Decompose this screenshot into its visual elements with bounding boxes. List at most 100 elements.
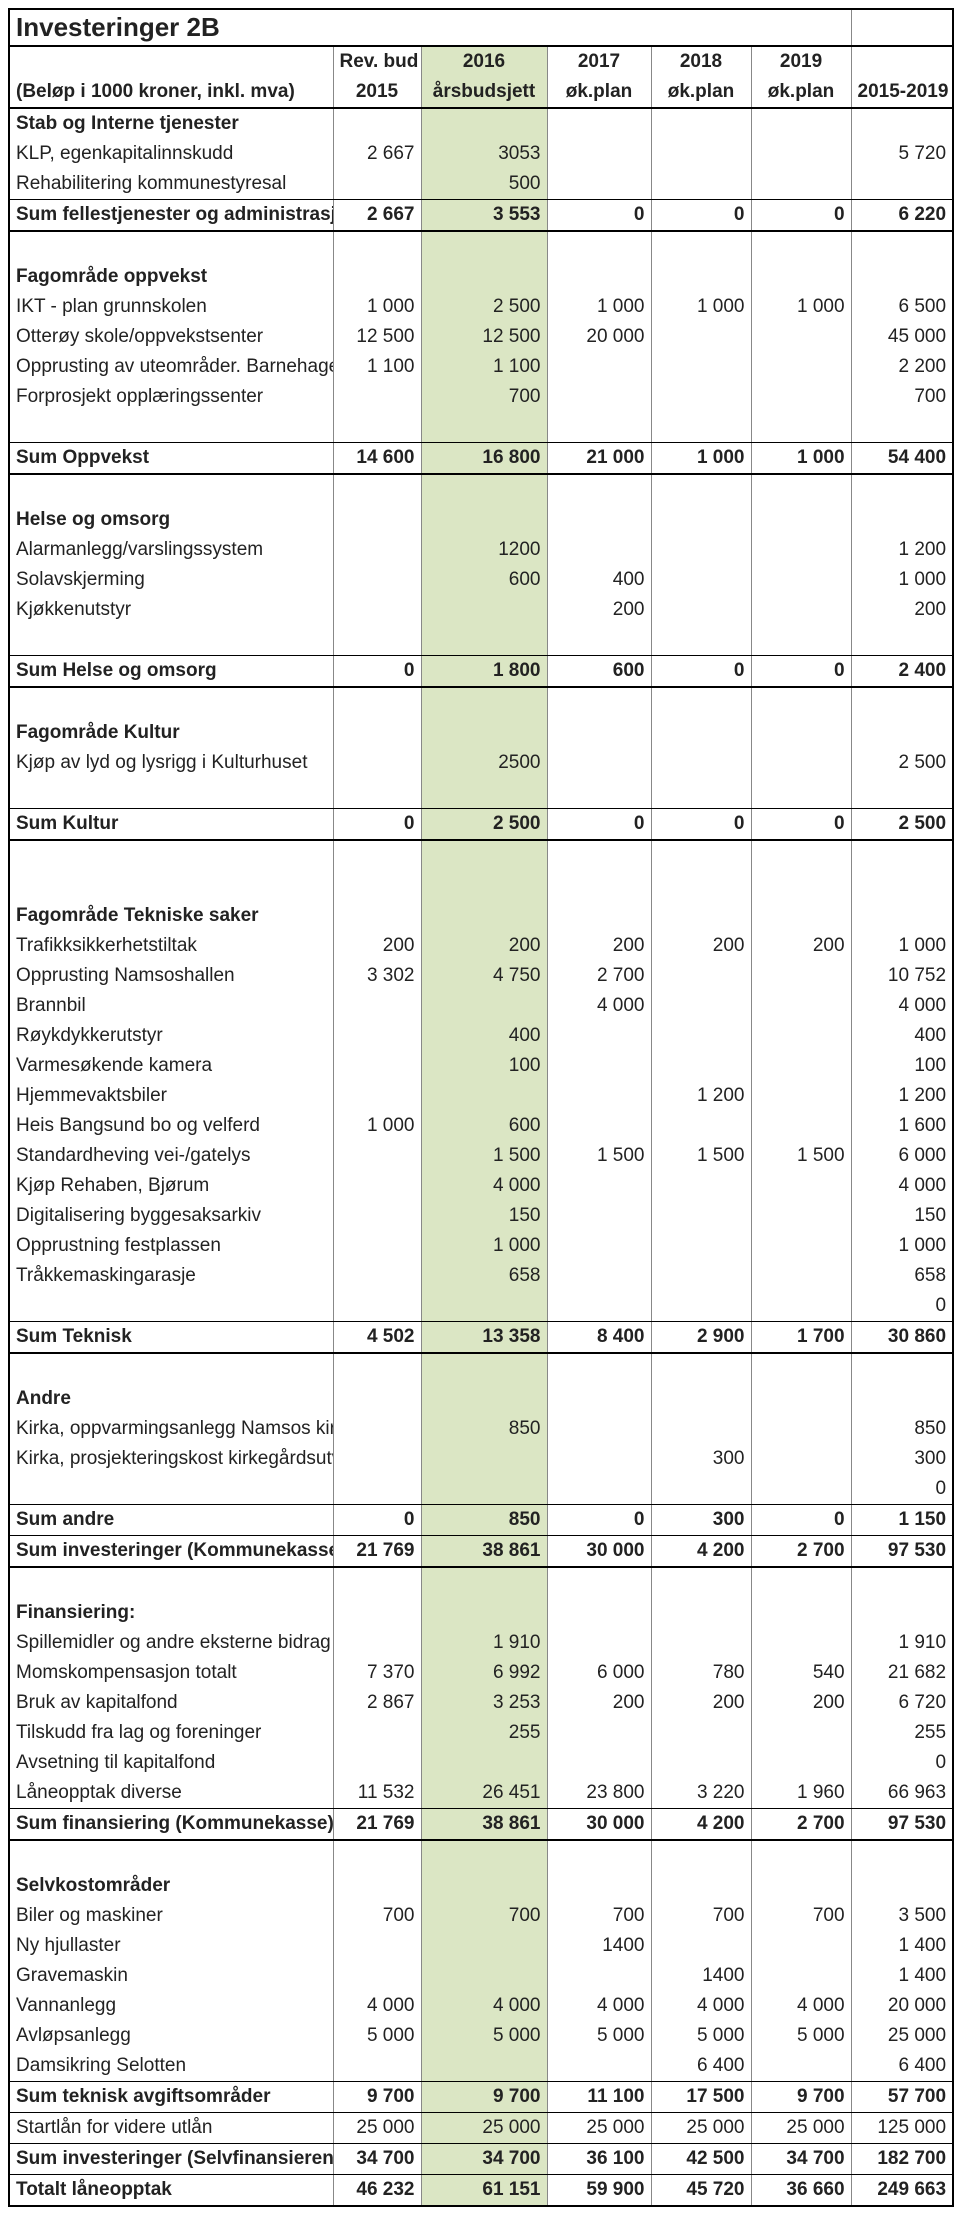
cell [547,748,651,778]
cell: 0 [651,200,751,232]
cell [547,505,651,535]
cell: 5 720 [851,139,953,169]
cell [547,1628,651,1658]
row-label: Avløpsanlegg [9,2021,333,2051]
cell [751,1021,851,1051]
cell: 2 500 [421,292,547,322]
row-label: Kirka, oppvarmingsanlegg Namsos kirke [9,1414,333,1444]
row-label: KLP, egenkapitalinnskudd [9,139,333,169]
row-label: Andre [9,1384,333,1414]
cell: 0 [547,200,651,232]
cell [333,505,421,535]
row-label: Kjøkkenutstyr [9,595,333,625]
cell [651,352,751,382]
cell [333,1444,421,1474]
cell: 3 253 [421,1688,547,1718]
cell: 1 000 [333,292,421,322]
cell [751,565,851,595]
cell: 200 [547,931,651,961]
cell [651,1931,751,1961]
cell: 600 [421,565,547,595]
cell: 2 400 [851,656,953,688]
cell: 5 000 [421,2021,547,2051]
row-label: Kjøp Rehaben, Bjørum [9,1171,333,1201]
cell: 6 000 [547,1658,651,1688]
cell [851,1384,953,1414]
cell: 34 700 [751,2144,851,2175]
cell [333,535,421,565]
cell: 700 [851,382,953,412]
row-label [9,1474,333,1505]
cell: 1 500 [651,1141,751,1171]
cell: 0 [651,656,751,688]
row-label: Sum Helse og omsorg [9,656,333,688]
cell: 0 [751,200,851,232]
cell [751,1384,851,1414]
row-label: Avsetning til kapitalfond [9,1748,333,1778]
cell: 2 667 [333,139,421,169]
cell: 25 000 [421,2113,547,2144]
row-label: Opprusting Namsoshallen [9,961,333,991]
cell [333,565,421,595]
cell: 0 [547,809,651,841]
row-label: Opprusting av uteområder. Barnehage og [9,352,333,382]
cell [547,382,651,412]
cell: 57 700 [851,2082,953,2113]
cell: 700 [421,1901,547,1931]
cell: 4 200 [651,1809,751,1841]
cell [651,1111,751,1141]
cell [751,1171,851,1201]
cell: 1 000 [547,292,651,322]
cell: 5 000 [333,2021,421,2051]
cell: 21 000 [547,443,651,475]
cell: 36 100 [547,2144,651,2175]
col-header: 2019 [751,46,851,77]
cell: 1 100 [421,352,547,382]
cell [333,1384,421,1414]
row-label: Gravemaskin [9,1961,333,1991]
row-label: Sum teknisk avgiftsområder [9,2082,333,2113]
cell [421,991,547,1021]
cell [421,901,547,931]
cell: 59 900 [547,2175,651,2207]
cell: 658 [851,1261,953,1291]
cell: 300 [651,1444,751,1474]
cell: 1 600 [851,1111,953,1141]
cell [751,322,851,352]
cell [751,1718,851,1748]
cell: 100 [851,1051,953,1081]
cell: 150 [421,1201,547,1231]
cell [547,1261,651,1291]
cell [421,718,547,748]
cell: 0 [547,1505,651,1536]
cell [333,595,421,625]
cell: 200 [751,931,851,961]
cell: 23 800 [547,1778,651,1809]
cell: 4 000 [651,1991,751,2021]
row-label: Tråkkemaskingarasje [9,1261,333,1291]
cell [333,1291,421,1322]
cell [547,1201,651,1231]
cell: 2 500 [851,748,953,778]
cell [851,1598,953,1628]
cell [651,1201,751,1231]
cell: 6 400 [651,2051,751,2082]
cell [751,1414,851,1444]
cell [421,1598,547,1628]
cell [333,1081,421,1111]
cell: 5 000 [751,2021,851,2051]
col-header: 2015-2019 [851,77,953,108]
cell: 200 [421,931,547,961]
cell [651,748,751,778]
cell [547,535,651,565]
cell [851,169,953,200]
cell [751,2051,851,2082]
row-label: Sum Kultur [9,809,333,841]
cell: 850 [421,1505,547,1536]
cell: 400 [421,1021,547,1051]
cell: 1 400 [851,1931,953,1961]
cell: 4 000 [421,1991,547,2021]
cell: 5 000 [547,2021,651,2051]
row-label: Vannanlegg [9,1991,333,2021]
cell: 21 769 [333,1809,421,1841]
